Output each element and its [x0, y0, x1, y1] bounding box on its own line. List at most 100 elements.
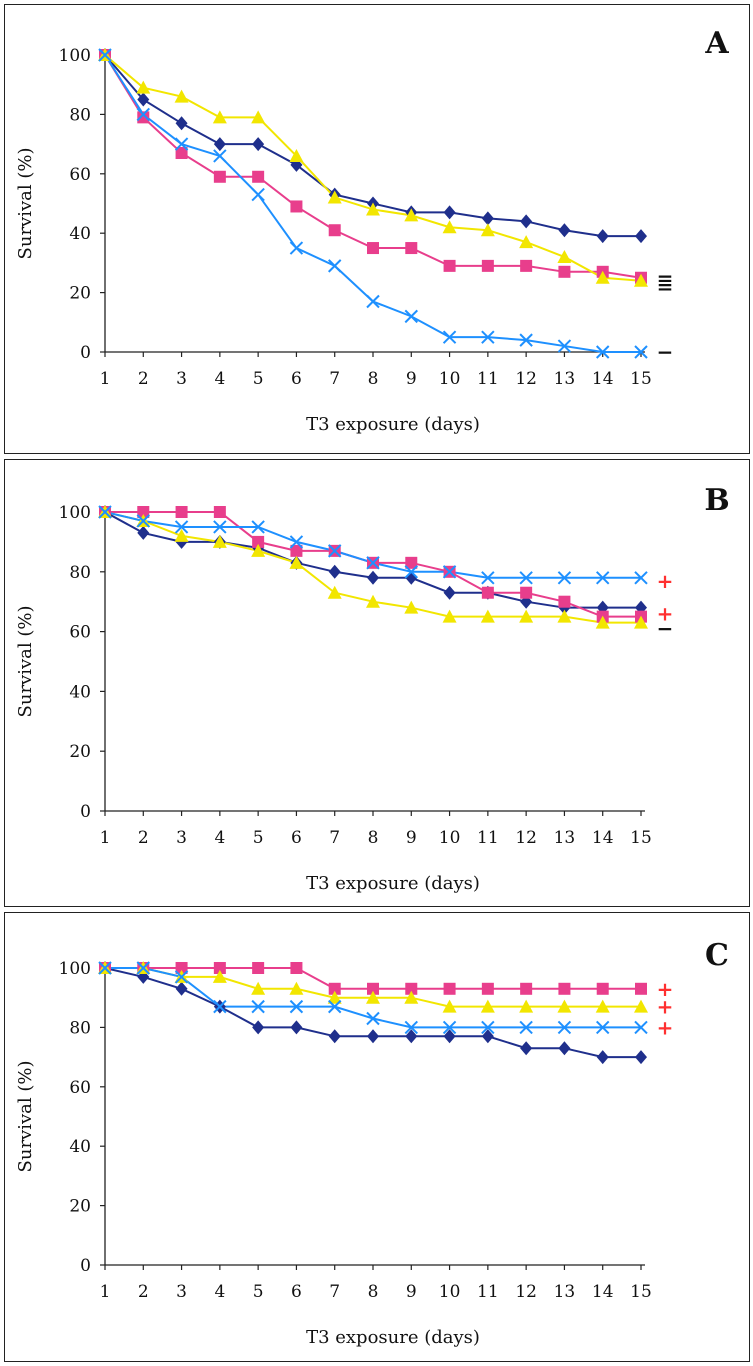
data-point-square-b	[520, 586, 533, 599]
y-axis-label-b: Survival (%)	[15, 606, 36, 718]
data-point-triangle-c	[212, 969, 227, 983]
data-point-square-c	[213, 962, 226, 974]
data-point-square-c	[443, 982, 456, 995]
x-tick-label-b: 6	[291, 828, 302, 848]
data-point-x-c	[596, 1020, 610, 1035]
data-point-diamond-c	[137, 969, 150, 984]
data-point-square-a	[558, 265, 571, 278]
data-point-triangle-b	[366, 594, 380, 608]
x-tick-label-b: 9	[406, 828, 417, 848]
x-tick-label-c: 1	[100, 1282, 111, 1302]
data-point-triangle-a	[289, 148, 304, 162]
data-point-triangle-b	[634, 615, 648, 629]
data-point-square-b	[252, 535, 265, 548]
data-point-diamond-a	[252, 137, 265, 152]
data-point-x-b	[596, 571, 610, 585]
y-tick-label-a: 80	[69, 105, 91, 125]
data-point-triangle-c	[480, 999, 495, 1013]
data-point-diamond-c	[328, 1029, 341, 1044]
data-point-square-a	[137, 111, 150, 124]
data-point-x-b	[251, 520, 265, 534]
data-point-x-c	[557, 1020, 572, 1035]
data-point-square-a	[175, 147, 188, 160]
y-tick-label-c: 100	[59, 959, 91, 979]
data-point-triangle-a	[212, 110, 227, 124]
x-tick-label-a: 10	[439, 369, 461, 389]
x-tick-label-b: 3	[176, 828, 187, 848]
data-point-diamond-b	[367, 570, 379, 585]
data-point-x-c	[251, 999, 265, 1014]
x-tick-label-b: 8	[368, 828, 379, 848]
x-tick-label-c: 9	[406, 1282, 417, 1302]
x-tick-label-c: 10	[439, 1282, 461, 1302]
x-tick-label-a: 3	[176, 369, 187, 389]
data-point-x-a	[213, 149, 227, 163]
data-point-diamond-b	[137, 525, 150, 540]
data-point-x-a	[289, 241, 304, 255]
data-point-square-b	[137, 506, 150, 518]
data-point-triangle-a	[327, 190, 342, 204]
data-point-square-a	[481, 259, 494, 272]
data-point-x-a	[328, 259, 342, 273]
data-point-square-c	[520, 982, 533, 995]
data-point-triangle-c	[519, 999, 534, 1013]
y-tick-label-c: 20	[69, 1197, 91, 1217]
data-point-x-c	[289, 999, 304, 1014]
data-point-square-b	[290, 544, 303, 557]
x-tick-label-b: 15	[630, 828, 652, 848]
data-point-triangle-c	[289, 981, 304, 995]
x-tick-label-b: 4	[214, 828, 225, 848]
x-tick-label-b: 7	[329, 828, 340, 848]
data-point-square-c	[367, 982, 379, 995]
data-point-x-a	[442, 330, 457, 344]
data-point-square-b	[213, 506, 226, 518]
data-point-square-a	[520, 259, 533, 272]
data-point-x-a	[174, 137, 189, 151]
data-point-diamond-a	[213, 137, 226, 152]
y-tick-label-a: 40	[69, 224, 91, 244]
data-point-diamond-c	[405, 1029, 418, 1044]
x-tick-label-b: 14	[592, 828, 614, 848]
data-point-x-b	[442, 565, 457, 579]
data-point-triangle-b	[174, 528, 189, 542]
x-tick-label-c: 12	[515, 1282, 537, 1302]
data-point-x-a	[98, 48, 112, 62]
significance-mark-c: +	[657, 977, 674, 1001]
x-tick-label-b: 13	[554, 828, 576, 848]
data-point-diamond-c	[175, 981, 188, 996]
data-point-x-c	[442, 1020, 457, 1035]
data-point-diamond-c	[596, 1050, 609, 1065]
data-point-x-c	[213, 999, 227, 1014]
x-axis-label-a: T3 exposure (days)	[306, 414, 480, 435]
data-point-triangle-c	[634, 999, 648, 1013]
data-point-x-b	[519, 571, 533, 585]
x-tick-label-c: 4	[214, 1282, 225, 1302]
data-point-x-c	[136, 961, 150, 975]
x-tick-label-b: 12	[515, 828, 537, 848]
data-point-triangle-b	[212, 534, 227, 548]
data-point-x-a	[557, 339, 572, 353]
data-point-triangle-b	[251, 543, 266, 557]
x-tick-label-a: 13	[554, 369, 576, 389]
data-point-x-a	[634, 345, 648, 359]
x-tick-label-a: 11	[477, 369, 499, 389]
significance-mark-a: =	[657, 266, 674, 290]
data-point-triangle-b	[595, 615, 610, 629]
x-tick-label-c: 13	[554, 1282, 576, 1302]
chart-panel-c: 0 20 40 60 80 100 1 2 3 4 5 6 7 8 9 10 11 12 13 14 15 T3 expo…	[4, 912, 750, 1362]
data-point-diamond-c	[367, 1029, 379, 1044]
data-point-x-a	[519, 333, 533, 347]
significance-mark-b: +	[657, 569, 674, 593]
x-axis-label-b: T3 exposure (days)	[306, 873, 480, 894]
x-tick-label-b: 5	[253, 828, 264, 848]
y-axis-label-c: Survival (%)	[15, 1061, 36, 1173]
data-point-triangle-a	[136, 80, 151, 94]
data-point-triangle-c	[557, 999, 572, 1013]
x-tick-label-b: 1	[100, 828, 111, 848]
data-point-x-a	[404, 309, 418, 324]
data-point-square-c	[328, 982, 341, 995]
data-point-diamond-a	[175, 116, 188, 131]
significance-mark-c: +	[657, 995, 674, 1019]
x-tick-label-a: 8	[368, 369, 379, 389]
